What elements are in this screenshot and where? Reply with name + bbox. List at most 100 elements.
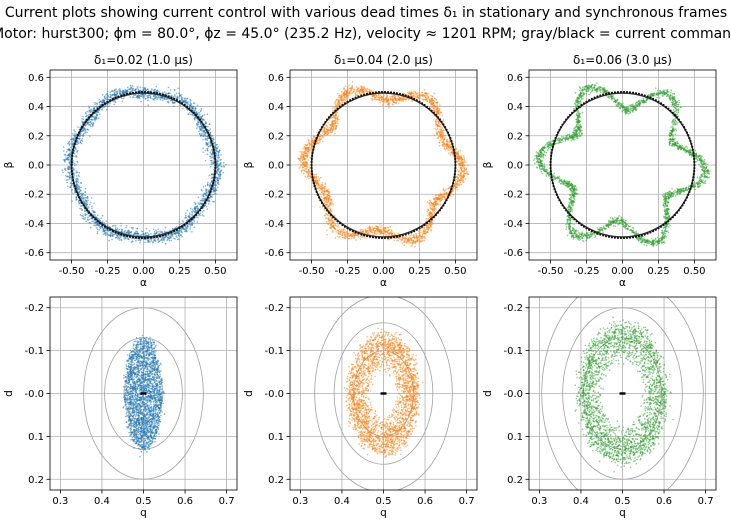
data-point	[79, 207, 81, 210]
data-point	[190, 222, 193, 225]
command-point	[200, 206, 203, 210]
command-point	[173, 230, 176, 233]
data-point	[437, 203, 439, 205]
data-point	[219, 175, 222, 178]
data-point	[199, 212, 202, 215]
data-point	[75, 155, 77, 157]
data-point	[410, 239, 412, 242]
data-point	[196, 205, 199, 207]
data-point	[421, 91, 423, 94]
data-point	[205, 194, 207, 196]
command-point	[72, 182, 75, 185]
data-point	[423, 88, 426, 91]
data-point	[298, 167, 300, 169]
command-point	[134, 236, 138, 239]
data-point	[120, 224, 122, 227]
data-point	[121, 228, 124, 231]
data-point	[113, 92, 116, 94]
data-point	[152, 228, 155, 231]
data-point	[440, 137, 442, 139]
data-point	[96, 214, 99, 217]
data-point	[316, 141, 319, 144]
data-point	[175, 225, 178, 228]
data-point	[149, 95, 152, 98]
data-point	[212, 139, 214, 141]
data-point	[198, 111, 201, 114]
data-point	[94, 118, 97, 120]
data-point	[82, 118, 85, 121]
data-point	[435, 203, 438, 206]
data-point	[180, 96, 183, 98]
data-point	[315, 179, 317, 181]
data-point	[153, 95, 155, 97]
data-point	[166, 100, 169, 103]
data-point	[205, 205, 208, 208]
command-point	[203, 126, 207, 129]
command-point	[84, 120, 87, 124]
data-point	[69, 156, 72, 159]
data-point	[326, 213, 328, 215]
data-point	[369, 89, 371, 91]
command-point	[70, 163, 73, 167]
data-point	[383, 101, 385, 103]
data-point	[217, 173, 220, 176]
command-point	[214, 160, 217, 164]
data-point	[78, 171, 81, 174]
data-point	[118, 235, 121, 237]
data-point	[164, 226, 167, 229]
data-point	[87, 121, 90, 124]
command-point	[164, 94, 167, 97]
y-tick-label: -0.2	[24, 190, 44, 201]
data-point	[145, 231, 147, 234]
data-point	[201, 214, 204, 216]
data-point	[95, 113, 97, 115]
data-point	[181, 222, 183, 225]
data-point	[329, 216, 332, 218]
data-point	[427, 96, 430, 99]
data-point	[76, 140, 78, 143]
data-point	[188, 111, 191, 114]
data-point	[174, 94, 176, 96]
data-point	[113, 90, 116, 92]
data-point	[73, 189, 76, 192]
data-point	[91, 207, 93, 210]
data-point	[127, 237, 129, 239]
data-point	[84, 190, 87, 193]
data-point	[438, 114, 441, 116]
data-point	[467, 173, 470, 175]
command-point	[196, 116, 200, 119]
data-point	[442, 118, 445, 121]
command-point	[71, 154, 74, 157]
data-point	[445, 188, 447, 191]
data-point	[324, 201, 327, 203]
data-point	[158, 97, 160, 99]
data-point	[466, 173, 469, 175]
data-point	[439, 111, 442, 113]
data-point	[438, 198, 440, 200]
data-point	[186, 230, 188, 233]
data-point	[211, 193, 214, 196]
data-point	[93, 211, 95, 214]
data-point	[68, 178, 71, 180]
data-point	[86, 110, 88, 113]
data-point	[435, 131, 438, 134]
data-point	[209, 144, 212, 147]
data-point	[375, 98, 378, 101]
data-point	[97, 111, 100, 114]
data-point	[81, 209, 83, 211]
command-point	[183, 103, 186, 107]
data-point	[84, 130, 87, 133]
data-point	[460, 155, 462, 157]
data-point	[68, 171, 70, 174]
data-point	[337, 100, 340, 103]
data-point	[130, 226, 133, 229]
data-point	[445, 147, 448, 150]
data-point	[80, 192, 82, 195]
data-point	[135, 240, 137, 242]
command-point	[89, 113, 93, 117]
data-point	[318, 184, 320, 187]
data-point	[61, 169, 64, 171]
data-point	[82, 200, 85, 202]
data-point	[344, 236, 347, 239]
data-point	[78, 185, 80, 188]
